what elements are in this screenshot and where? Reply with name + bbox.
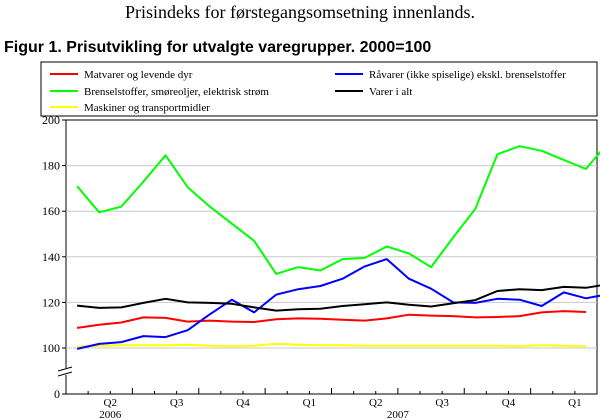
y-tick-label: 180 (42, 159, 60, 173)
y-tick-label: 200 (42, 113, 60, 127)
y-axis: 0 100 120 140 160 180 200 (42, 113, 73, 401)
x-year-label: 2006 (99, 409, 122, 420)
y-tick-label: 100 (42, 341, 60, 355)
series-line (76, 284, 600, 312)
y-tick-label: 140 (42, 250, 60, 264)
axis-break-mark (57, 371, 73, 377)
series-lines (76, 145, 600, 350)
series-line (76, 310, 586, 329)
x-quarter-label: Q1 (568, 397, 581, 409)
series-line (76, 258, 600, 350)
y-tick-label: 0 (54, 387, 60, 401)
legend-label: Maskiner og transportmidler (84, 102, 210, 114)
legend-box (40, 61, 598, 117)
x-year-label: 2007 (387, 409, 410, 420)
x-quarter-label: Q2 (104, 397, 117, 409)
legend: Matvarer og levende dyr Brenselstoffer, s… (50, 69, 566, 114)
x-quarter-label: Q4 (236, 397, 250, 409)
x-quarter-label: Q4 (502, 397, 516, 409)
page-heading: Prisindeks for førstegangsomsetning inne… (125, 2, 475, 22)
x-quarter-label: Q2 (369, 397, 382, 409)
x-quarter-label: Q3 (170, 397, 184, 409)
series-line (76, 145, 600, 275)
y-tick-label: 120 (42, 295, 60, 309)
x-axis: Q2 Q3 Q4 Q1 Q2 Q3 Q4 Q1 2006 2007 (65, 388, 598, 420)
legend-label: Brenselstoffer, smøreoljer, elektrisk st… (84, 86, 269, 98)
legend-label: Matvarer og levende dyr (84, 69, 193, 81)
legend-label: Råvarer (ikke spiselige) ekskl. brensels… (369, 69, 566, 81)
axis-break-mark (57, 366, 73, 372)
legend-label: Varer i alt (369, 86, 412, 98)
y-tick-label: 160 (42, 204, 60, 218)
figure-title: Figur 1. Prisutvikling for utvalgte vare… (4, 39, 431, 56)
series-line (77, 342, 586, 348)
axis-break-gap (58, 368, 72, 375)
x-quarter-label: Q1 (303, 397, 316, 409)
gridlines (66, 165, 597, 349)
x-quarter-label: Q3 (435, 397, 449, 409)
